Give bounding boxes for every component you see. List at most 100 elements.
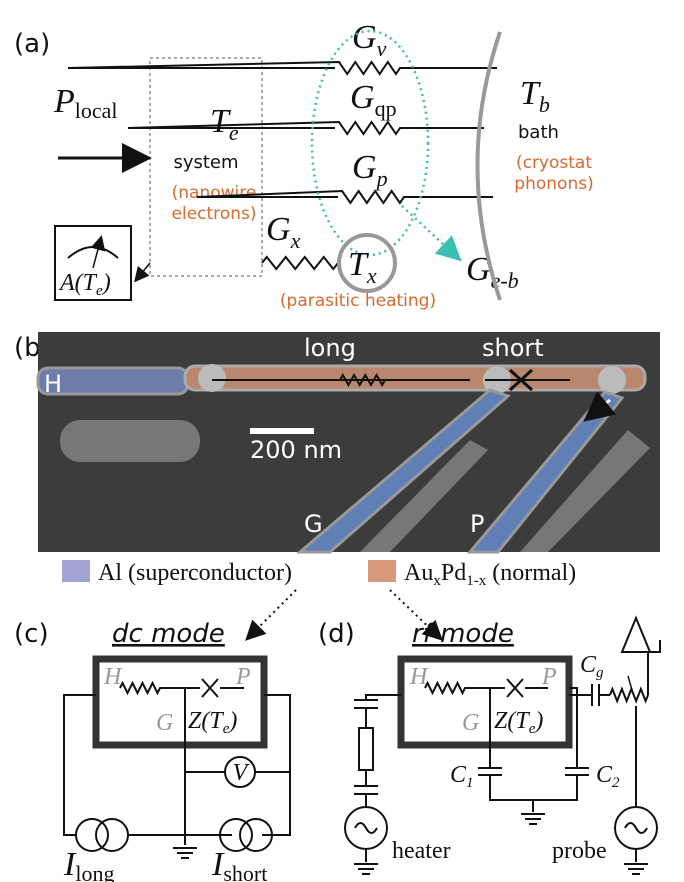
label: Gx <box>266 211 301 253</box>
label: A(Te) <box>58 270 111 299</box>
body: {"panel_a": {"label": "(a)", "power": {"… <box>0 0 684 882</box>
shape <box>96 819 128 851</box>
label: Tb <box>520 75 550 117</box>
panel-c: (c) dc mode H P G Z(Te) V Ilong Ishort <box>14 619 290 882</box>
legend-swatch <box>62 560 90 582</box>
label: Z(Te) <box>188 708 237 737</box>
shape <box>359 728 373 770</box>
shape <box>402 206 458 258</box>
shape <box>628 676 632 690</box>
text-part: T <box>348 246 369 283</box>
shape <box>521 814 545 824</box>
label: electrons) <box>172 204 257 224</box>
label: (cryostat <box>516 153 592 173</box>
label: rf mode <box>412 619 514 649</box>
shape <box>202 679 218 697</box>
label: Plocal <box>53 83 118 123</box>
label: C1 <box>450 762 474 791</box>
shape <box>425 683 548 693</box>
label: (c) <box>14 619 49 649</box>
label: P <box>541 664 557 690</box>
shape <box>598 366 626 394</box>
text-part: G <box>266 211 291 248</box>
text-part: ) <box>227 708 237 734</box>
text-part: Au <box>404 560 433 586</box>
text-part: local <box>75 98 118 123</box>
label: G <box>462 710 479 736</box>
label: (nanowire <box>172 183 257 203</box>
text-part: g <box>596 665 604 681</box>
text-part: short <box>223 861 267 882</box>
label: AuxPd1-x (normal) <box>404 560 576 589</box>
shape <box>622 618 650 652</box>
text-part: x <box>366 263 377 288</box>
shape <box>120 683 244 693</box>
label: (parasitic heating) <box>280 291 436 311</box>
text-part: G <box>352 149 377 186</box>
panel-a: (a) Plocal Te system (nanowire electrons… <box>14 19 594 311</box>
text-part: ) <box>533 708 543 734</box>
text-part: A( <box>58 270 85 296</box>
page: Nanowire thermal model figure html, body… <box>0 0 684 882</box>
text-part: C <box>596 762 613 788</box>
text-part: C <box>580 652 597 678</box>
text-part: e <box>229 120 239 145</box>
label: H <box>44 370 62 398</box>
text-part: x <box>290 228 301 253</box>
label: G <box>156 710 173 736</box>
label: C2 <box>596 762 620 791</box>
shape <box>198 364 226 392</box>
label: V <box>233 760 250 786</box>
label: Gp <box>352 149 388 191</box>
shape <box>354 864 378 874</box>
shape <box>76 819 108 851</box>
label: G <box>304 510 323 538</box>
panel-b: (b) long short H 200 nm G P Al (supercon… <box>14 332 660 638</box>
text-part: p <box>375 166 388 191</box>
text-part: long <box>75 861 114 882</box>
text-part: G <box>350 79 375 116</box>
label: Gqp <box>350 79 397 121</box>
label: heater <box>392 838 451 864</box>
text-part: 2 <box>612 775 620 791</box>
shape <box>128 122 484 134</box>
shape <box>610 689 648 701</box>
label: (a) <box>14 29 50 59</box>
text-part: T <box>210 103 231 140</box>
shape <box>136 263 150 280</box>
label: dc mode <box>112 619 225 649</box>
shape <box>60 420 200 462</box>
panel-d: (d) rf mode H P G Z(Te) Cg C1 C2 heater … <box>318 618 660 874</box>
shape <box>93 238 101 268</box>
text-part: Z( <box>494 708 517 734</box>
text-part: G <box>352 19 377 56</box>
text-part: 1-x <box>466 573 486 589</box>
text-part: C <box>450 762 467 788</box>
label: P <box>235 664 251 690</box>
label: 200 nm <box>250 436 342 464</box>
label: (d) <box>318 619 355 649</box>
text-part: Z( <box>188 708 211 734</box>
text-part: T <box>520 75 541 112</box>
legend-swatch <box>368 560 396 582</box>
label: Cg <box>580 652 604 681</box>
label: phonons) <box>514 174 593 194</box>
shape <box>185 366 645 390</box>
label: Z(Te) <box>494 708 543 737</box>
shape <box>507 679 523 697</box>
text-part: v <box>377 36 387 61</box>
text-part: Pd <box>441 560 466 586</box>
label: probe <box>552 838 607 864</box>
text-part: 1 <box>466 775 474 791</box>
shape <box>624 864 648 874</box>
text-part: qp <box>375 96 397 121</box>
label: long <box>304 334 356 362</box>
label: Tx <box>348 246 377 288</box>
shape <box>68 62 497 74</box>
text-part: P <box>53 83 75 120</box>
text-part: ) <box>101 270 111 296</box>
label: bath <box>518 122 559 143</box>
shape <box>262 257 338 269</box>
label: P <box>470 510 484 538</box>
figure: (a) Plocal Te system (nanowire electrons… <box>0 0 684 882</box>
